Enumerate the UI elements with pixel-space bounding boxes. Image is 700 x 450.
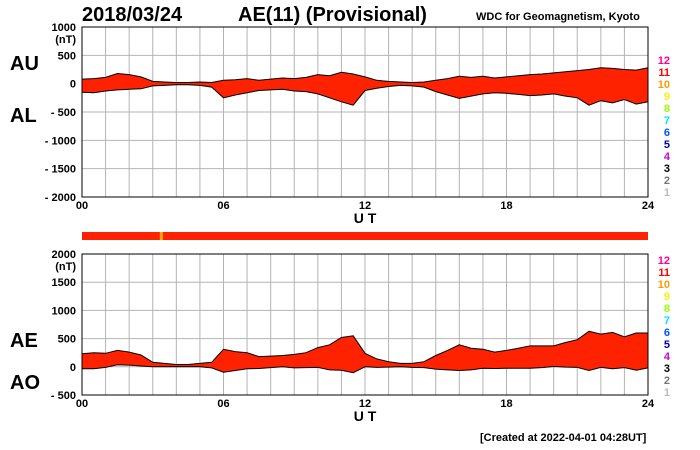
- y-tick-label: 0: [70, 79, 76, 91]
- series-line-al: [81, 84, 649, 106]
- y-tick-label: 2000: [52, 249, 76, 261]
- series-line-ao: [82, 364, 649, 374]
- x-tick-label: 24: [642, 200, 655, 212]
- station-count-legend-item: 4: [664, 351, 671, 363]
- station-count-legend-item: 12: [658, 55, 670, 67]
- x-tick-label: 12: [359, 398, 371, 410]
- series-label-al: AL: [10, 105, 37, 127]
- series-line-au: [81, 67, 649, 84]
- source-label: WDC for Geomagnetism, Kyoto: [476, 11, 640, 23]
- y-tick-label: - 1500: [45, 164, 76, 176]
- station-count-legend-item: 6: [664, 127, 670, 139]
- station-count-legend-item: 3: [664, 363, 670, 375]
- station-count-legend-item: 11: [658, 267, 670, 279]
- station-count-legend-item: 11: [658, 67, 670, 79]
- station-availability-strip: [82, 232, 648, 240]
- station-count-legend-item: 2: [664, 375, 670, 387]
- station-count-legend-item: 10: [658, 79, 670, 91]
- station-count-legend-item: 8: [664, 303, 670, 315]
- series-label-ae: AE: [10, 330, 38, 352]
- x-tick-label: 12: [359, 200, 371, 212]
- y-tick-label: 0: [70, 362, 76, 374]
- station-count-legend-item: 9: [664, 91, 670, 103]
- station-count-legend-item: 5: [664, 139, 670, 151]
- y-tick-label: 500: [58, 334, 76, 346]
- index-title: AE(11) (Provisional): [238, 4, 427, 26]
- x-tick-label: 00: [76, 200, 88, 212]
- station-count-legend-item: 7: [664, 315, 670, 327]
- y-tick-label: - 500: [51, 390, 76, 402]
- y-tick-label: 1500: [52, 277, 76, 289]
- x-tick-label: 06: [217, 200, 229, 212]
- x-tick-label: 18: [500, 398, 512, 410]
- series-label-ao: AO: [10, 372, 40, 394]
- plot-frame: [81, 253, 649, 396]
- x-tick-label: 24: [642, 398, 655, 410]
- y-tick-label: - 500: [51, 107, 76, 119]
- plot-frame: [81, 26, 649, 198]
- x-tick-label: 00: [76, 398, 88, 410]
- station-count-legend-item: 9: [664, 291, 670, 303]
- station-count-legend-item: 3: [664, 163, 670, 175]
- x-axis-label: U T: [354, 210, 377, 226]
- y-tick-label: - 2000: [45, 192, 76, 204]
- station-count-legend-item: 2: [664, 175, 670, 187]
- x-tick-label: 06: [217, 398, 229, 410]
- station-count-legend-item: 8: [664, 103, 670, 115]
- x-tick-label: 18: [500, 200, 512, 212]
- y-tick-label: 1000: [52, 22, 76, 34]
- created-timestamp: [Created at 2022-04-01 04:28UT]: [480, 432, 647, 444]
- station-count-legend-item: 4: [664, 151, 671, 163]
- unit-label: (nT): [55, 34, 76, 46]
- station-availability-gap: [159, 232, 163, 240]
- station-count-legend-item: 10: [658, 279, 670, 291]
- station-count-legend-item: 1: [664, 387, 670, 399]
- station-count-legend-item: 6: [664, 327, 670, 339]
- unit-label: (nT): [55, 261, 76, 273]
- ae-ao-band: [82, 331, 648, 373]
- y-tick-label: 500: [58, 50, 76, 62]
- station-count-legend-item: 12: [658, 255, 670, 267]
- date-title: 2018/03/24: [82, 4, 183, 26]
- series-label-au: AU: [10, 53, 39, 75]
- y-tick-label: 1000: [52, 305, 76, 317]
- x-axis-label: U T: [354, 408, 377, 424]
- station-count-legend-item: 1: [664, 187, 670, 199]
- y-tick-label: - 1000: [45, 135, 76, 147]
- series-line-ae: [81, 330, 648, 365]
- station-count-legend-item: 5: [664, 339, 670, 351]
- station-count-legend-item: 7: [664, 115, 670, 127]
